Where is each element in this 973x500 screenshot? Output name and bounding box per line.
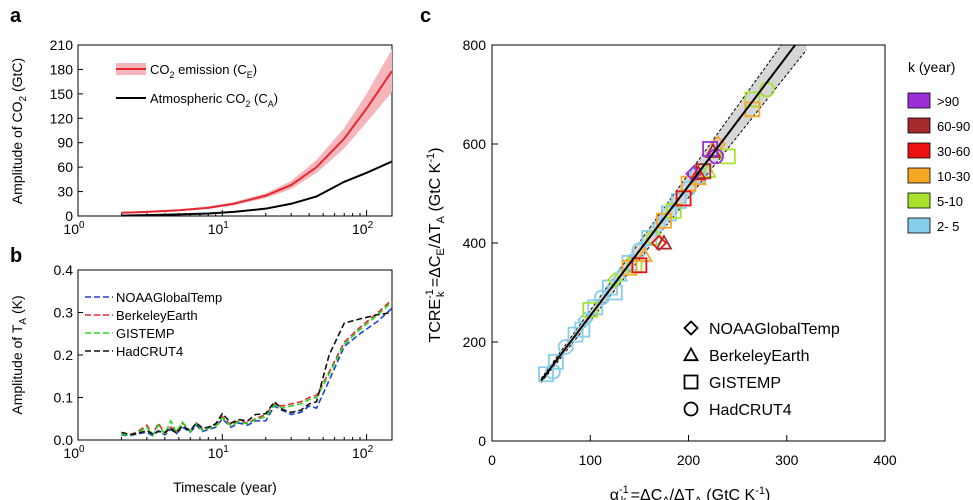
panel-c-chart: TCRE-1k =ΔCE/ΔTA (GtC K-1) α-1k =ΔCA/ΔTA…	[424, 37, 970, 500]
panel-c-xtick-label: 100	[579, 452, 603, 468]
data-point	[557, 339, 574, 355]
marker-legend-label: GISTEMP	[709, 375, 781, 392]
temp-line-hadcrut4	[121, 311, 393, 436]
panel-a-label: a	[10, 5, 22, 27]
data-point	[699, 162, 717, 178]
panel-a-ytick-label: 120	[50, 110, 74, 126]
panel-b-xtick-label: 102	[352, 444, 374, 461]
panel-b-ytick-label: 0.3	[54, 305, 74, 321]
panel-a-ytick-label: 90	[57, 135, 73, 151]
panel-a-ytick-label: 0	[65, 208, 73, 224]
panel-b-xtick-label: 101	[208, 444, 230, 461]
panel-c-ytick-label: 200	[463, 334, 487, 350]
k-legend-title: k (year)	[908, 59, 955, 75]
panel-c-xtick-label: 200	[677, 452, 701, 468]
data-point	[695, 163, 712, 180]
panel-a-chart: Amplitude of CO2 (GtC) CO2 emission (CE)…	[9, 37, 393, 237]
panel-b-chart: Amplitude of TA (K) Timescale (year) NOA…	[9, 262, 393, 495]
legend-label-berkeleyearth: BerkeleyEarth	[116, 308, 198, 323]
temp-line-berkeleyearth	[121, 299, 393, 437]
k-legend-swatch	[907, 217, 931, 234]
panel-b-ytick-label: 0.4	[54, 262, 74, 278]
fit-line	[540, 45, 797, 382]
k-legend-label: 2- 5	[937, 219, 959, 234]
k-legend-label: >90	[937, 94, 959, 109]
panel-c-marker-legend: NOAAGlobalTemp BerkeleyEarth GISTEMP HadCRU…	[682, 320, 840, 419]
panel-c-ytick-label: 600	[463, 136, 487, 152]
k-legend-label: 5-10	[937, 194, 963, 209]
data-point	[656, 212, 672, 229]
panel-b-xtick-label: 100	[63, 444, 85, 461]
legend-atmos-label: Atmospheric CO2 (CA)	[150, 91, 278, 109]
data-point	[631, 257, 648, 274]
panel-a-ytick-label: 60	[57, 159, 73, 175]
marker-legend-label: BerkeleyEarth	[709, 348, 810, 365]
panel-c-ytick-label: 800	[463, 37, 487, 53]
data-point	[655, 234, 673, 250]
data-point	[689, 164, 707, 181]
panel-a-ytick-label: 180	[50, 61, 74, 77]
k-legend-label: 30-60	[937, 144, 970, 159]
legend-emission-label: CO2 emission (CE)	[150, 62, 257, 80]
data-point	[538, 366, 554, 383]
data-point	[650, 234, 668, 252]
panel-c-plot-area	[538, 45, 807, 383]
panel-a-legend: CO2 emission (CE) Atmospheric CO2 (CA)	[116, 62, 278, 109]
panel-a-ylabel: Amplitude of CO2 (GtC)	[9, 58, 29, 204]
marker-legend-circle-icon	[683, 401, 699, 417]
panel-a-frame	[77, 44, 393, 217]
panel-b-ytick-label: 0.1	[54, 390, 74, 406]
co2-emission-line	[121, 70, 393, 214]
temp-line-gistemp	[121, 301, 393, 437]
legend-label-gistemp: GISTEMP	[116, 326, 175, 341]
panel-c-xlabel: α-1k =ΔCA/ΔTA (GtC K-1)	[610, 484, 771, 500]
marker-legend-label: HadCRUT4	[709, 402, 792, 419]
panel-a-ytick-label: 210	[50, 37, 74, 53]
k-legend-swatch	[907, 92, 931, 109]
panel-a-ytick-label: 30	[57, 184, 73, 200]
panel-b-legend: NOAAGlobalTemp BerkeleyEarth GISTEMP HadCRU…	[85, 290, 222, 359]
data-point	[547, 353, 564, 370]
panel-c-xtick-label: 300	[775, 452, 799, 468]
legend-label-hadcrut4: HadCRUT4	[116, 344, 183, 359]
marker-legend-triangle-icon	[682, 346, 700, 362]
panel-b-ytick-label: 0.0	[54, 432, 74, 448]
panel-a-xtick-label: 101	[208, 220, 230, 237]
data-point	[602, 279, 618, 296]
marker-legend-square-icon	[683, 374, 699, 390]
k-legend: k (year) >90 60-90 30-60 10-30 5-10 2- 5	[907, 59, 970, 234]
data-point	[635, 246, 653, 262]
k-legend-label: 60-90	[937, 119, 970, 134]
panel-c-xtick-label: 400	[873, 452, 897, 468]
data-point	[719, 148, 736, 165]
marker-legend-diamond-icon	[683, 320, 699, 336]
data-point	[744, 91, 761, 108]
data-point	[621, 259, 638, 276]
panel-c-label: c	[420, 5, 431, 27]
legend-label-noaaglobaltemp: NOAAGlobalTemp	[116, 290, 222, 305]
data-point	[670, 193, 687, 209]
panel-a-ytick-label: 150	[50, 86, 74, 102]
data-point	[574, 321, 591, 338]
k-legend-swatch	[907, 192, 931, 209]
panel-c-ylabel: TCRE-1k =ΔCE/ΔTA (GtC K-1)	[424, 148, 447, 343]
panel-b-xlabel: Timescale (year)	[173, 479, 277, 495]
k-legend-swatch	[907, 142, 931, 159]
panel-b-ytick-label: 0.2	[54, 347, 74, 363]
panel-a-xtick-label: 100	[63, 220, 85, 237]
marker-legend-label: NOAAGlobalTemp	[709, 321, 840, 338]
k-legend-swatch	[907, 167, 931, 184]
panel-c-ytick-label: 0	[478, 433, 486, 449]
panel-c-ytick-label: 400	[463, 235, 487, 251]
k-legend-swatch	[907, 117, 931, 134]
k-legend-label: 10-30	[937, 169, 970, 184]
panel-b-label: b	[10, 245, 22, 267]
atmospheric-co2-line	[121, 160, 393, 217]
panel-c-xtick-label: 0	[488, 452, 496, 468]
panel-a-xtick-label: 102	[352, 220, 374, 237]
panel-b-ylabel: Amplitude of TA (K)	[9, 295, 29, 414]
